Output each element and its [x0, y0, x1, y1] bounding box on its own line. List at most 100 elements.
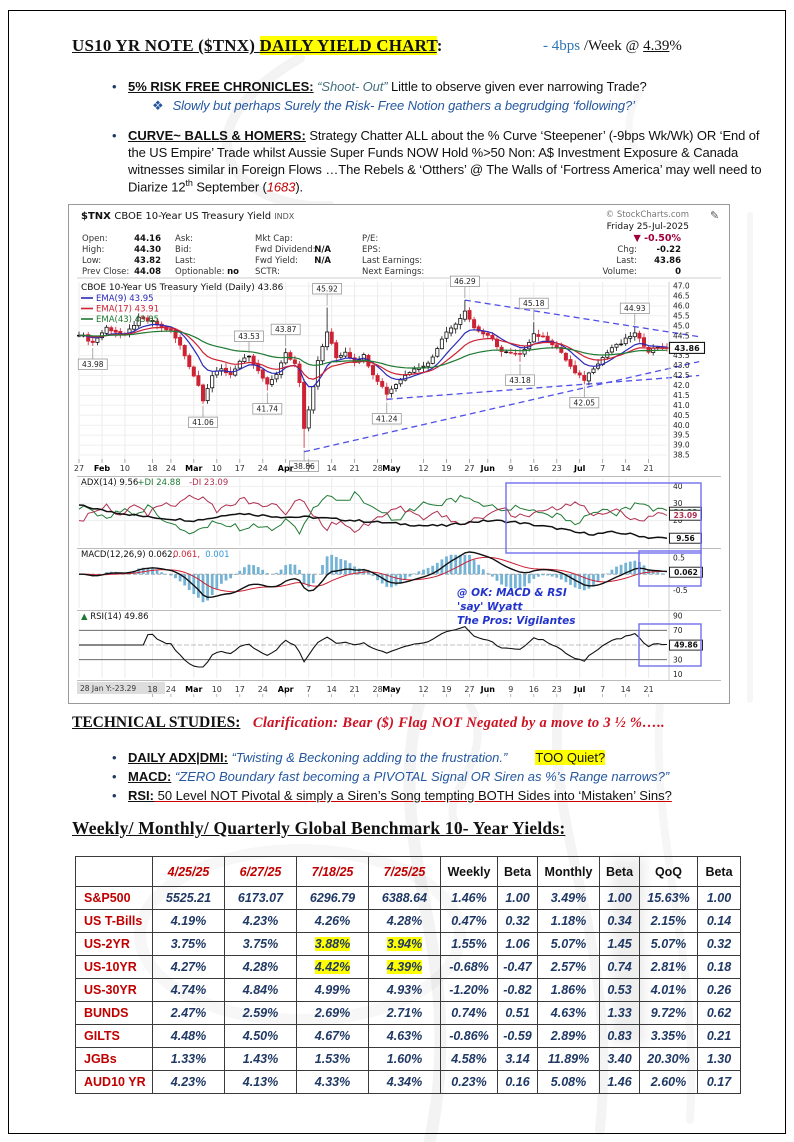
- table-cell: 0.47%: [440, 909, 498, 933]
- svg-text:12: 12: [418, 685, 428, 694]
- svg-text:40.5: 40.5: [673, 411, 690, 420]
- svg-text:Next Earnings:: Next Earnings:: [362, 267, 424, 277]
- table-cell: 0.51: [497, 1001, 538, 1025]
- bullet2-ref: 1683: [266, 179, 296, 195]
- table-cell: 2.57%: [537, 955, 600, 979]
- svg-text:28: 28: [373, 464, 383, 473]
- macd-histogram: [86, 554, 664, 603]
- title-plain: US10 YR NOTE ($TNX): [72, 36, 260, 55]
- svg-text:-0.5: -0.5: [673, 586, 688, 595]
- svg-text:46.5: 46.5: [673, 292, 690, 301]
- too-quiet-highlight: TOO Quiet?: [535, 750, 606, 765]
- table-cell: 0.53: [599, 978, 640, 1002]
- svg-text:43.18: 43.18: [509, 376, 531, 385]
- svg-text:10: 10: [120, 464, 130, 473]
- bullet-marker: •: [112, 128, 117, 143]
- table-cell: 3.75%: [152, 932, 225, 956]
- table-cell: 6173.07: [224, 886, 297, 910]
- svg-text:41.24: 41.24: [376, 415, 398, 424]
- svg-text:10: 10: [212, 685, 222, 694]
- table-cell: 20.30%: [639, 1047, 698, 1071]
- svg-text:0.001: 0.001: [205, 550, 229, 560]
- svg-text:17: 17: [235, 685, 245, 694]
- table-cell: -0.68%: [440, 955, 498, 979]
- svg-text:P/E:: P/E:: [362, 234, 378, 244]
- table-cell: 3.14: [497, 1047, 538, 1071]
- svg-text:42.0: 42.0: [673, 381, 690, 390]
- table-cell: 2.60%: [639, 1070, 698, 1094]
- svg-text:38.86: 38.86: [293, 462, 315, 471]
- svg-text:44.5: 44.5: [673, 331, 690, 340]
- svg-text:39.0: 39.0: [673, 441, 690, 450]
- svg-text:'say' Wyatt: 'say' Wyatt: [457, 601, 523, 613]
- table-cell: 11.89%: [537, 1047, 600, 1071]
- table-cell: 0.74: [599, 955, 640, 979]
- svg-text:43.87: 43.87: [275, 325, 297, 334]
- svg-text:Low:: Low:: [82, 256, 101, 266]
- svg-text:23: 23: [552, 685, 562, 694]
- table-cell: 1.00: [599, 886, 640, 910]
- svg-text:41.0: 41.0: [673, 401, 690, 410]
- svg-text:Last:: Last:: [616, 256, 637, 266]
- svg-text:28 Jan Y:-23.29: 28 Jan Y:-23.29: [80, 684, 136, 693]
- table-cell: 4.42%: [296, 955, 369, 979]
- col-header: 4/25/25: [152, 856, 225, 887]
- svg-text:18: 18: [147, 464, 157, 473]
- svg-text:7: 7: [600, 464, 605, 473]
- table-cell: 4.63%: [537, 1001, 600, 1025]
- table-cell: 3.49%: [537, 886, 600, 910]
- table-cell: -1.20%: [440, 978, 498, 1002]
- table-cell: 0.74%: [440, 1001, 498, 1025]
- table-cell: 6388.64: [368, 886, 441, 910]
- table-cell: 1.53%: [296, 1047, 369, 1071]
- table-cell: 2.15%: [639, 909, 698, 933]
- table-cell: 3.75%: [224, 932, 297, 956]
- svg-text:MACD(12,26,9) 0.062,: MACD(12,26,9) 0.062,: [81, 550, 175, 560]
- svg-text:7: 7: [600, 685, 605, 694]
- svg-text:Jun: Jun: [480, 685, 496, 694]
- svg-text:SCTR:: SCTR:: [255, 267, 280, 277]
- svg-text:47.0: 47.0: [673, 282, 690, 291]
- table-cell: 1.30: [697, 1047, 741, 1071]
- table-cell: 0.62: [697, 1001, 741, 1025]
- svg-text:40.0: 40.0: [673, 421, 690, 430]
- svg-text:Prev Close:: Prev Close:: [82, 267, 129, 277]
- svg-text:21: 21: [644, 464, 654, 473]
- svg-text:41.06: 41.06: [192, 418, 214, 427]
- svg-text:43.86: 43.86: [654, 256, 681, 266]
- svg-text:N/A: N/A: [314, 256, 331, 266]
- table-row: S&P500 5525.21 6173.07 6296.79 6388.64 1.46% 1…: [75, 886, 741, 910]
- table-cell: 0.34: [599, 909, 640, 933]
- title-highlight: DAILY YIELD CHART: [259, 36, 437, 55]
- table-cell: 3.94%: [368, 932, 441, 956]
- bullet-curve-balls: • CURVE~ BALLS & HOMERS: Strategy Chatte…: [112, 127, 776, 196]
- table-cell: -0.86%: [440, 1024, 498, 1048]
- svg-text:Mar: Mar: [185, 685, 202, 694]
- table-cell: 4.58%: [440, 1047, 498, 1071]
- table-cell: 1.06: [497, 932, 538, 956]
- svg-text:24: 24: [258, 685, 268, 694]
- svg-text:43.82: 43.82: [134, 256, 161, 266]
- svg-text:Mar: Mar: [185, 464, 202, 473]
- svg-text:16: 16: [529, 464, 539, 473]
- macd-quote: “ZERO Boundary fast becoming a PIVOTAL S…: [171, 769, 670, 784]
- bullet1-subnote: ❖ Slowly but perhaps Surely the Risk- Fre…: [152, 97, 768, 114]
- table-cell: 4.28%: [368, 909, 441, 933]
- svg-text:44.08: 44.08: [134, 267, 161, 277]
- svg-text:45.0: 45.0: [673, 321, 690, 330]
- table-cell: 0.14: [697, 909, 741, 933]
- svg-text:39.5: 39.5: [673, 431, 690, 440]
- bullet-marker: •: [112, 79, 117, 94]
- bullet-marker: •: [112, 788, 117, 803]
- table-cell: 1.43%: [224, 1047, 297, 1071]
- table-cell: 0.23%: [440, 1070, 498, 1094]
- svg-text:27: 27: [74, 464, 84, 473]
- page-title: US10 YR NOTE ($TNX) DAILY YIELD CHART:: [72, 36, 443, 56]
- table-cell: -0.47: [497, 955, 538, 979]
- svg-text:14: 14: [621, 464, 631, 473]
- bullet-marker: •: [112, 769, 117, 784]
- table-cell: 4.74%: [152, 978, 225, 1002]
- svg-text:14: 14: [327, 464, 337, 473]
- pen-icon: ✎: [710, 209, 719, 222]
- svg-text:Last Earnings:: Last Earnings:: [362, 256, 422, 266]
